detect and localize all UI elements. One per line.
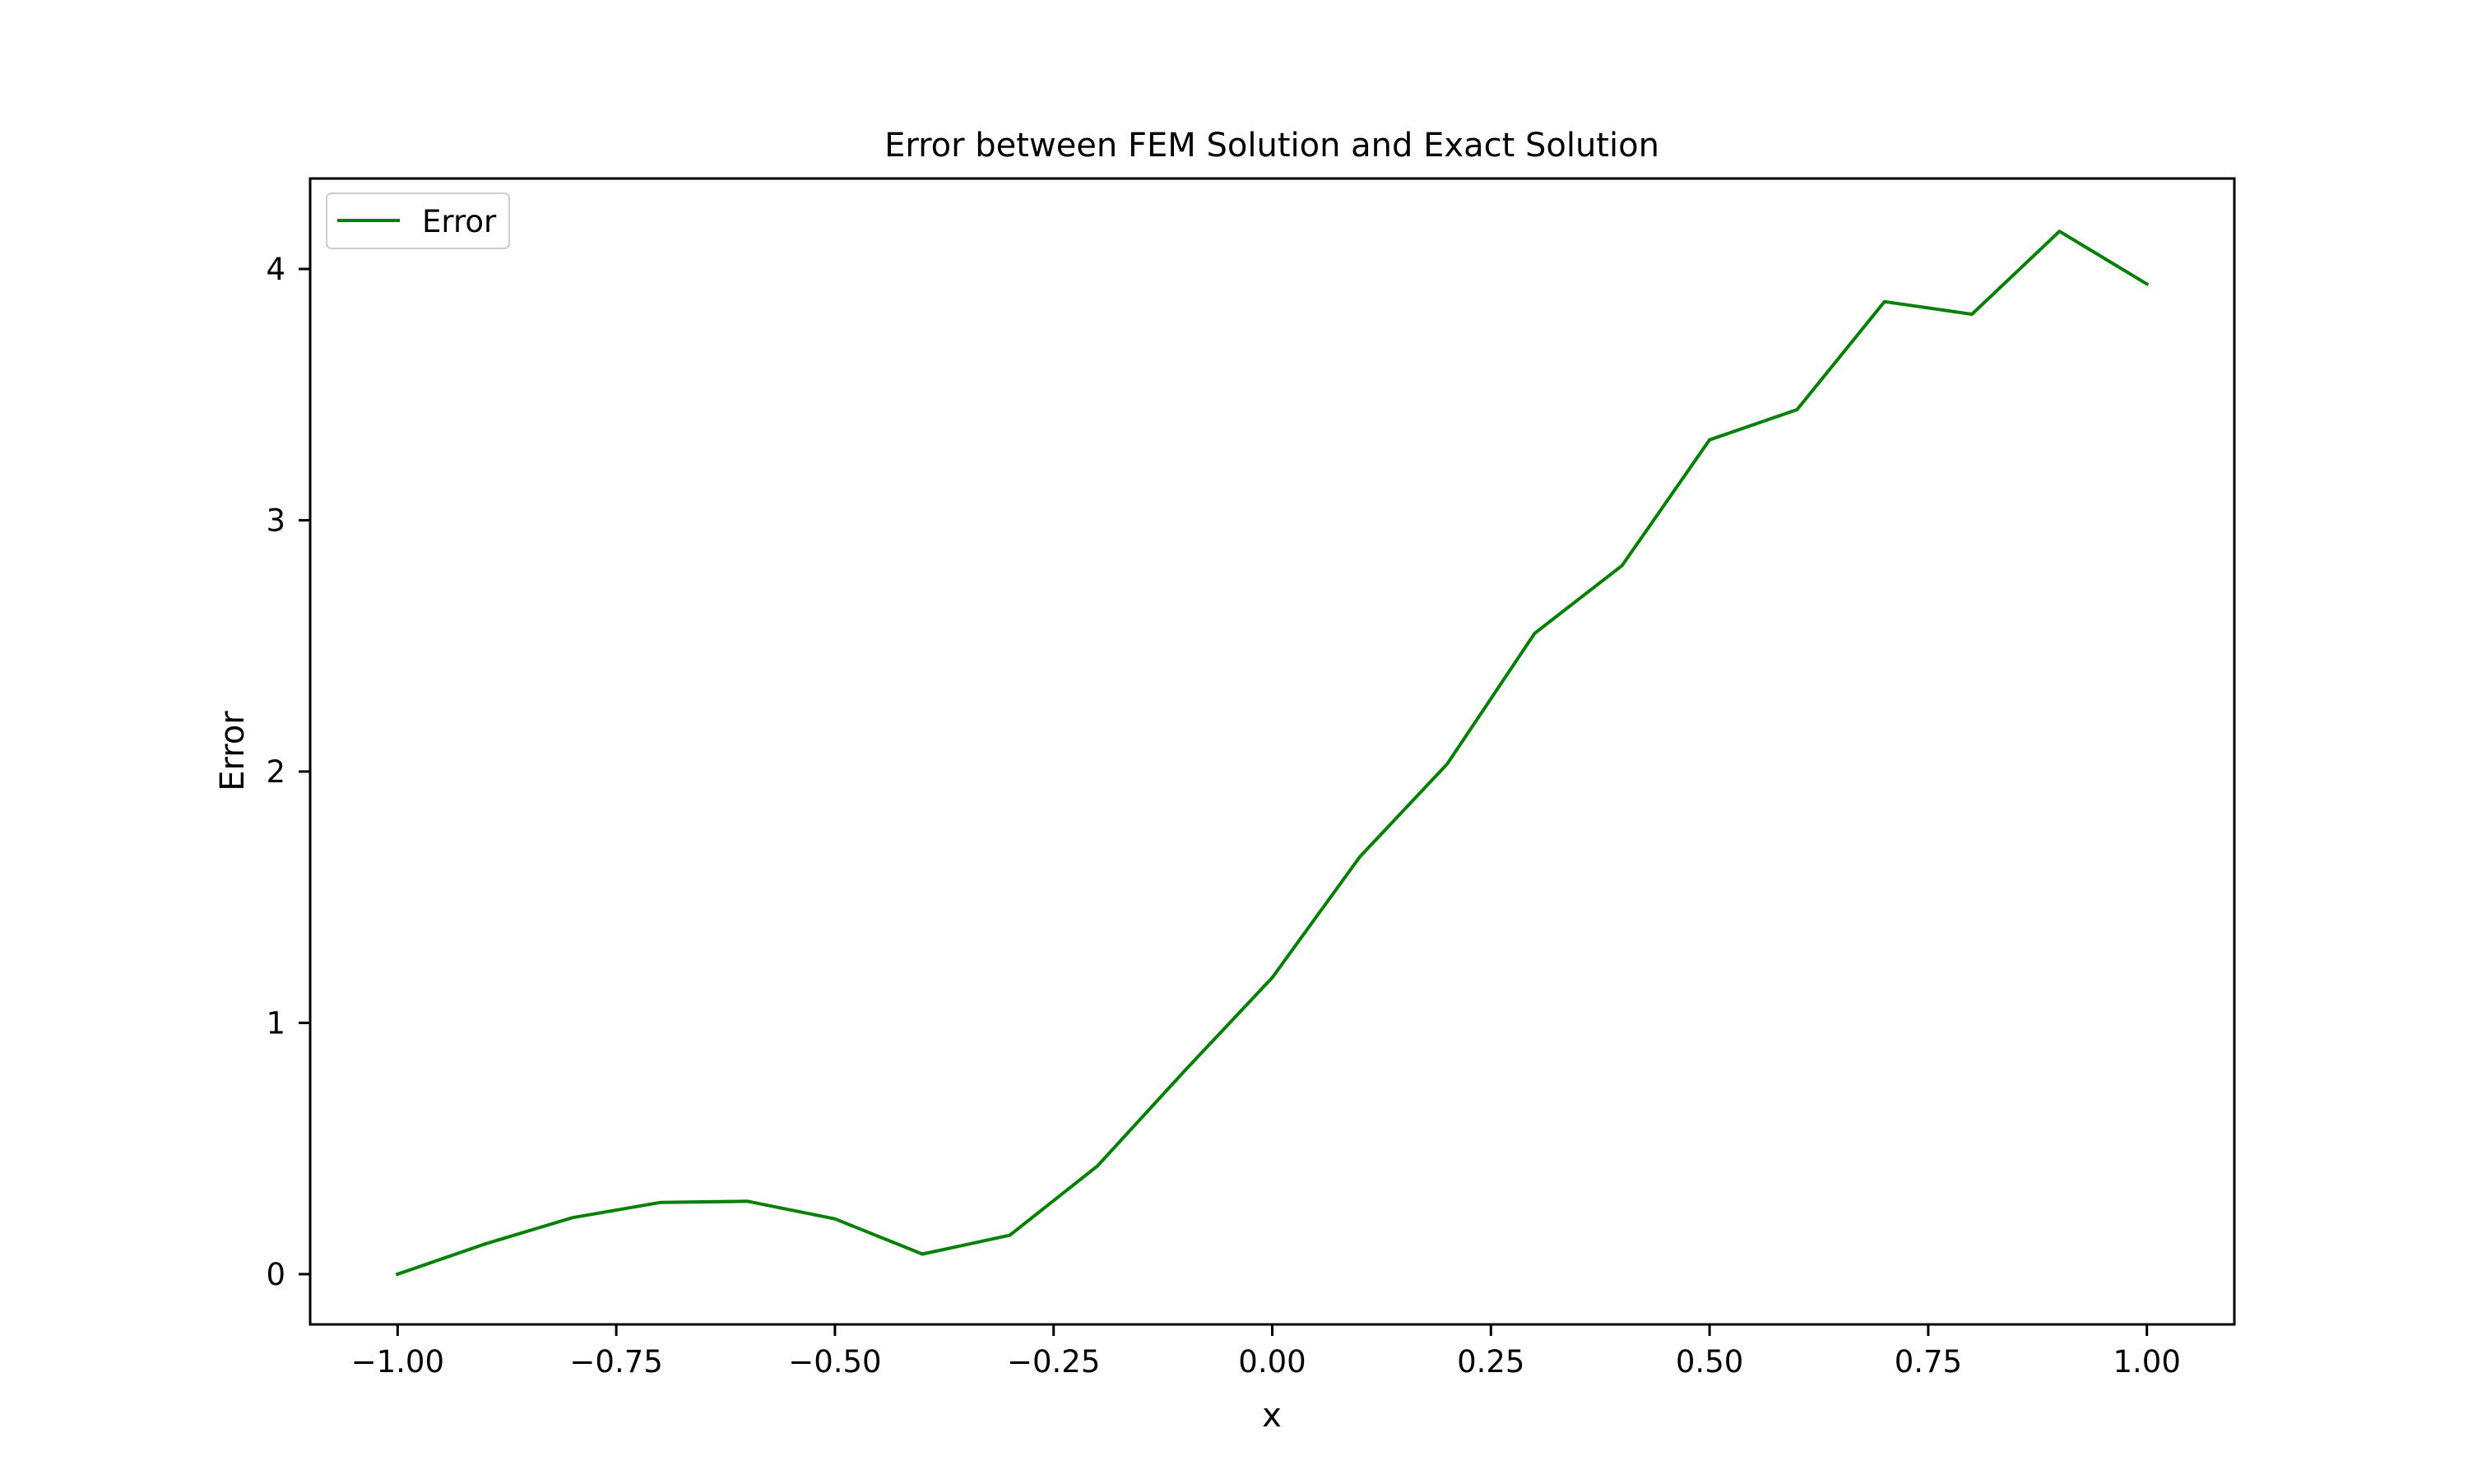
x-tick-label: 0.50 — [1676, 1344, 1743, 1380]
series-layer — [395, 230, 2150, 1277]
x-tick-label: −0.25 — [1007, 1344, 1100, 1380]
x-axis-ticks: −1.00 −0.75 −0.50 −0.25 0.00 0.25 0.50 0.75 1.00 — [351, 1324, 2181, 1380]
y-tick-label: 3 — [266, 503, 285, 538]
plot-area — [310, 179, 2234, 1324]
x-tick-label: −0.75 — [569, 1344, 662, 1380]
y-tick-label: 4 — [266, 252, 285, 287]
y-tick-label: 1 — [266, 1005, 285, 1041]
x-axis-label: x — [1262, 1397, 1282, 1435]
x-tick-label: 0.25 — [1457, 1344, 1524, 1380]
x-tick-label: −1.00 — [351, 1344, 444, 1380]
y-axis-ticks: 0 1 2 3 4 — [266, 252, 310, 1292]
legend: Error — [326, 192, 510, 249]
series-line-error — [395, 230, 2150, 1277]
chart-title: Error between FEM Solution and Exact Sol… — [884, 127, 1659, 165]
legend-box — [326, 192, 510, 249]
y-tick-label: 0 — [266, 1257, 285, 1292]
plot-frame — [308, 177, 2236, 1326]
x-tick-label: 0.00 — [1238, 1344, 1306, 1380]
y-axis-label: Error — [214, 711, 252, 791]
x-tick-label: −0.50 — [788, 1344, 881, 1380]
legend-label-error: Error — [422, 204, 497, 239]
x-tick-label: 1.00 — [2113, 1344, 2180, 1380]
x-tick-label: 0.75 — [1895, 1344, 1962, 1380]
y-tick-label: 2 — [266, 754, 285, 790]
